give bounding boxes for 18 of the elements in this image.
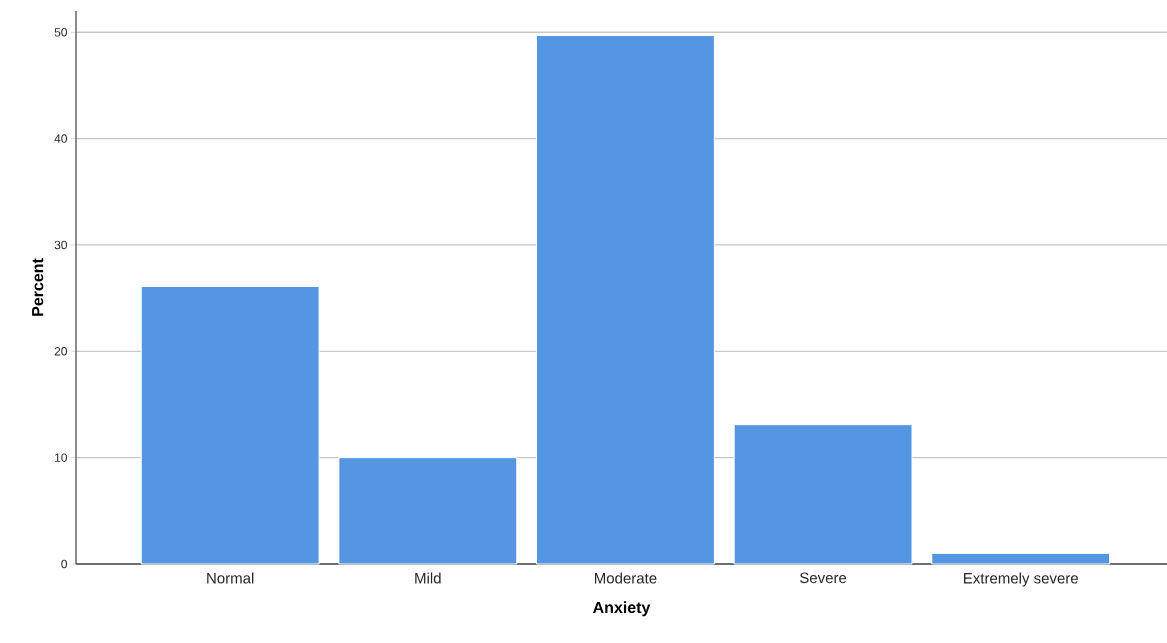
bar — [338, 457, 518, 565]
y-tick-label: 0 — [61, 559, 68, 569]
y-tick-label: 30 — [54, 240, 68, 250]
y-tick-label: 50 — [54, 28, 68, 37]
bar — [733, 424, 913, 565]
x-axis-title: Anxiety — [593, 601, 651, 617]
y-tick-label: 10 — [55, 453, 68, 462]
y-tick-label: 20 — [54, 347, 68, 356]
bar — [140, 285, 320, 565]
x-tick-label: Mild — [415, 572, 441, 584]
x-tick-label: Severe — [800, 572, 847, 584]
x-tick-label: Extremely severe — [964, 572, 1078, 587]
x-tick-label: Moderate — [594, 572, 657, 584]
bar — [536, 34, 715, 565]
bar — [931, 552, 1111, 565]
y-tick-label: 40 — [54, 134, 68, 143]
y-axis-title: Percent — [32, 258, 44, 316]
x-tick-label: Normal — [207, 572, 254, 584]
